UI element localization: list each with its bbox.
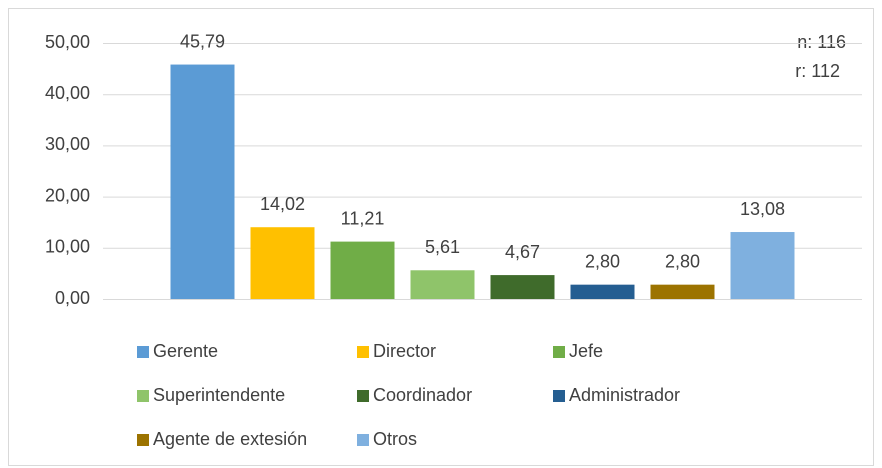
data-label: 11,21: [341, 208, 385, 228]
data-label: 4,67: [505, 242, 540, 262]
bar: [410, 270, 475, 299]
legend-label: Director: [373, 341, 436, 361]
legend-swatch: [357, 346, 369, 358]
legend-label: Jefe: [569, 341, 603, 361]
y-tick-label: 30,00: [45, 134, 90, 154]
legend-swatch: [357, 434, 369, 446]
data-label: 2,80: [585, 251, 620, 271]
bar: [250, 227, 315, 299]
legend-label: Otros: [373, 429, 417, 449]
bar: [490, 275, 555, 299]
bar: [570, 284, 635, 299]
legend-label: Administrador: [569, 385, 680, 405]
data-label: 14,02: [260, 194, 305, 214]
legend-swatch: [553, 346, 565, 358]
y-tick-label: 0,00: [55, 288, 90, 308]
bar: [330, 241, 395, 299]
data-label: 5,61: [425, 237, 460, 257]
legend-label: Agente de extesión: [153, 429, 307, 449]
data-label: 45,79: [180, 31, 225, 51]
annotation: n: 116: [797, 32, 846, 52]
y-tick-label: 10,00: [45, 237, 90, 257]
bar: [170, 64, 235, 299]
bar: [650, 284, 715, 299]
legend-swatch: [137, 434, 149, 446]
legend-label: Gerente: [153, 341, 218, 361]
legend-swatch: [357, 390, 369, 402]
y-tick-label: 50,00: [45, 32, 90, 52]
legend-label: Superintendente: [153, 385, 285, 405]
annotation: r: 112: [795, 61, 840, 81]
data-label: 13,08: [740, 199, 785, 219]
legend-label: Coordinador: [373, 385, 472, 405]
legend-swatch: [137, 390, 149, 402]
chart-border: [8, 8, 874, 466]
data-label: 2,80: [665, 251, 700, 271]
bar: [730, 232, 795, 299]
y-tick-label: 20,00: [45, 185, 90, 205]
legend-swatch: [553, 390, 565, 402]
y-tick-label: 40,00: [45, 83, 90, 103]
legend-swatch: [137, 346, 149, 358]
